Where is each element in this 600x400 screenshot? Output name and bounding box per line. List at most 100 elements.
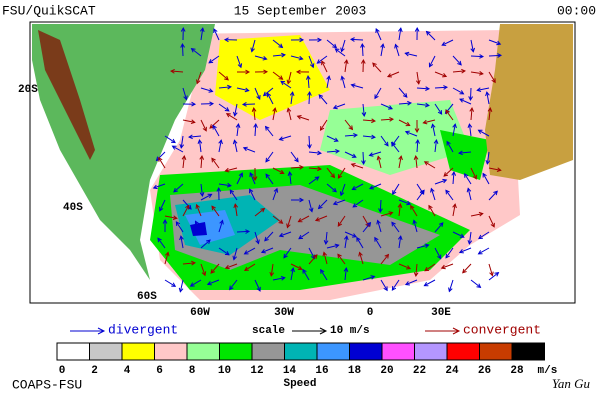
colorbar-tick-label: 18 <box>348 365 362 377</box>
wind-arrow <box>265 173 274 185</box>
wind-arrow-head <box>441 41 447 46</box>
wind-arrow <box>372 62 382 73</box>
header-left: FSU/QuikSCAT <box>2 3 96 18</box>
wind-arrow-head <box>422 119 428 125</box>
wind-arrow <box>452 87 464 95</box>
wind-arrow-head <box>260 207 266 213</box>
wind-arrow <box>424 263 436 272</box>
wind-arrow <box>272 54 285 57</box>
wind-arrow <box>308 254 318 265</box>
wind-arrow <box>344 60 348 73</box>
wind-arrow-head <box>238 172 243 178</box>
wind-arrow <box>164 215 177 219</box>
wind-arrow-head <box>352 203 358 208</box>
wind-arrow-head <box>384 253 390 259</box>
wind-arrow-head <box>476 283 482 288</box>
wind-arrow-head <box>159 206 164 212</box>
wind-arrow-head <box>224 107 230 112</box>
wind-arrow <box>428 205 436 217</box>
wind-arrow-head <box>318 94 324 99</box>
wind-arrow-head <box>415 79 421 85</box>
wind-arrow <box>362 151 365 165</box>
wind-arrow-head <box>477 129 483 134</box>
wind-arrow <box>405 279 418 286</box>
wind-arrow-head <box>466 187 472 193</box>
wind-arrow-head <box>372 62 377 68</box>
wind-arrow <box>200 119 207 132</box>
wind-arrow-head <box>245 229 251 234</box>
wind-arrow <box>344 268 347 281</box>
wind-arrow-head <box>307 90 312 96</box>
wind-arrow <box>413 220 418 233</box>
wind-arrow <box>191 48 202 57</box>
wind-arrow-head <box>459 90 465 95</box>
wind-arrow <box>308 247 316 259</box>
legend: divergent scale 10 m/s convergent <box>70 322 541 337</box>
wind-arrow <box>280 80 292 89</box>
wind-arrow <box>157 237 166 249</box>
wind-arrow <box>467 188 472 201</box>
legend-arrow-head <box>452 327 461 335</box>
wind-arrow-head <box>196 79 201 85</box>
wind-arrow-head <box>152 184 158 190</box>
wind-arrow <box>379 199 382 213</box>
wind-arrow-head <box>494 271 500 277</box>
wind-arrow <box>308 167 321 170</box>
wind-arrow <box>488 272 499 281</box>
colorbar-tick-label: 14 <box>283 365 297 377</box>
wind-arrow <box>443 167 454 177</box>
wind-arrow <box>243 147 256 153</box>
wind-arrow <box>308 199 313 212</box>
colorbar-tick-label: 8 <box>189 365 196 377</box>
wind-arrow-head <box>380 43 385 49</box>
wind-arrow-head <box>383 286 388 292</box>
wind-arrow-head <box>424 102 430 108</box>
wind-arrow <box>287 108 292 121</box>
wind-arrow <box>441 263 454 269</box>
wind-arrow <box>209 119 220 129</box>
wind-arrow-head <box>414 26 420 32</box>
wind-arrow <box>218 71 229 81</box>
wind-arrow-head <box>244 266 249 272</box>
colorbar-tick-label: 20 <box>380 365 393 377</box>
speed-patch <box>190 222 207 236</box>
wind-arrow <box>468 124 472 137</box>
wind-arrow <box>344 151 357 158</box>
wind-arrow-head <box>496 40 502 46</box>
wind-arrow-head <box>378 208 383 214</box>
wind-arrow <box>470 107 473 121</box>
colorbar-tick-label: 26 <box>478 365 491 377</box>
wind-arrow <box>302 269 310 281</box>
wind-arrow-head <box>260 249 266 254</box>
wind-arrow-head <box>397 27 403 33</box>
colorbar-tick-label: 24 <box>445 365 459 377</box>
wind-arrow <box>340 183 346 196</box>
wind-arrow <box>290 166 304 169</box>
wind-arrow <box>218 103 230 112</box>
wind-arrow-head <box>224 167 230 173</box>
wind-arrow <box>289 172 292 185</box>
wind-arrow-head <box>356 236 361 242</box>
wind-arrow <box>218 140 222 153</box>
wind-arrow-head <box>337 174 343 179</box>
lon-label: 30E <box>431 307 451 319</box>
wind-arrow-head <box>406 200 412 206</box>
wind-arrow-head <box>462 268 467 274</box>
wind-arrow <box>369 183 382 190</box>
wind-arrow <box>337 254 346 265</box>
wind-arrow <box>362 103 365 116</box>
wind-arrow-head <box>249 172 254 177</box>
wind-arrow-head <box>194 220 200 226</box>
wind-arrow-head <box>458 249 464 254</box>
wind-arrow-head <box>210 269 216 274</box>
wind-arrow-head <box>493 190 498 196</box>
wind-arrow <box>326 135 339 142</box>
wind-arrow-head <box>295 69 301 75</box>
wind-arrow <box>182 87 187 100</box>
wind-arrow <box>377 156 382 169</box>
wind-arrow-head <box>171 138 176 144</box>
lat-label: 40S <box>63 202 83 214</box>
wind-arrow <box>325 231 328 244</box>
wind-arrow <box>405 131 418 137</box>
wind-arrow-head <box>253 122 258 128</box>
